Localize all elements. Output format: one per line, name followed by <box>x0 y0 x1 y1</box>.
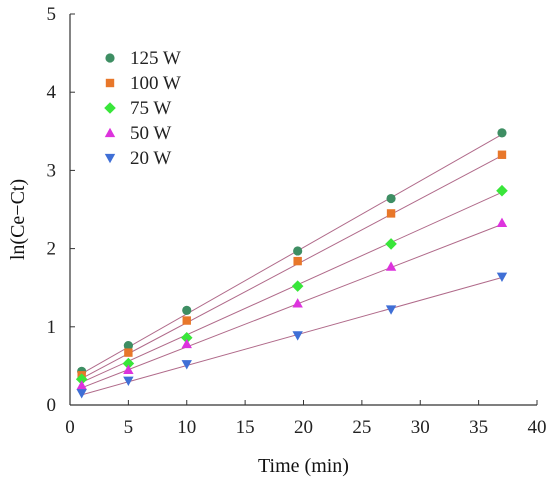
x-tick-label: 35 <box>469 417 488 438</box>
data-point-series-4 <box>385 305 397 315</box>
fit-line-series-3 <box>81 223 503 389</box>
legend-label: 20 W <box>130 148 171 169</box>
data-point-series-2 <box>291 280 304 292</box>
data-point-series-2 <box>75 373 88 385</box>
legend-marker-series-3 <box>104 127 116 138</box>
fit-line-series-1 <box>81 155 503 379</box>
y-tick-label: 5 <box>47 4 57 25</box>
data-point-series-0 <box>497 128 507 138</box>
fit-line-series-4 <box>81 277 503 396</box>
data-point-series-3 <box>385 261 397 271</box>
data-point-series-0 <box>182 305 192 315</box>
x-tick-label: 15 <box>236 417 255 438</box>
y-tick-label: 4 <box>47 82 57 103</box>
legend-label: 100 W <box>130 73 181 94</box>
fit-lines <box>81 133 503 396</box>
x-tick-label: 40 <box>528 417 547 438</box>
data-point-series-4 <box>496 272 508 282</box>
data-point-series-0 <box>386 193 396 204</box>
legend-label: 75 W <box>130 98 171 119</box>
data-point-series-1 <box>293 256 302 266</box>
data-point-series-4 <box>181 360 192 370</box>
y-tick-label: 3 <box>47 160 57 181</box>
legend-marker-series-1 <box>105 78 115 88</box>
data-point-series-3 <box>292 298 303 308</box>
y-tick-label: 0 <box>47 395 57 416</box>
data-point-series-2 <box>122 357 135 370</box>
data-point-series-4 <box>123 376 134 386</box>
data-point-series-2 <box>496 184 508 197</box>
y-tick-label: 2 <box>47 239 57 260</box>
data-point-series-3 <box>123 364 134 374</box>
y-axis-title: ln(Ce−Ct) <box>7 179 29 260</box>
legend-marker-series-2 <box>104 102 116 114</box>
x-tick-label: 5 <box>124 417 134 438</box>
data-point-series-0 <box>123 340 133 351</box>
x-tick-label: 10 <box>177 417 196 438</box>
data-point-series-3 <box>496 217 508 227</box>
data-point-series-4 <box>76 389 87 399</box>
data-point-series-1 <box>182 316 191 325</box>
y-tick-label: 1 <box>47 317 57 338</box>
data-point-series-3 <box>181 338 192 349</box>
legend-label: 50 W <box>130 123 171 144</box>
data-point-series-1 <box>497 150 507 159</box>
legend-marker-series-0 <box>105 53 115 63</box>
y-ticks: 0 1 2 3 4 5 <box>47 4 75 416</box>
fit-line-series-2 <box>81 191 503 383</box>
fit-line-series-0 <box>81 133 503 375</box>
data-point-series-2 <box>180 331 193 344</box>
x-tick-label: 20 <box>294 417 313 438</box>
x-axis-title: Time (min) <box>258 455 349 477</box>
data-point-series-0 <box>293 246 303 256</box>
x-ticks: 0 5 10 15 20 25 30 35 40 <box>65 400 547 438</box>
x-tick-label: 0 <box>65 417 75 438</box>
legend-label: 125 W <box>130 48 181 69</box>
data-points <box>75 128 508 399</box>
legend-marker-series-4 <box>104 153 116 164</box>
data-point-series-1 <box>124 348 133 357</box>
data-point-series-3 <box>76 380 87 390</box>
data-point-series-1 <box>386 209 396 218</box>
data-point-series-2 <box>385 238 397 250</box>
x-tick-label: 25 <box>352 417 371 438</box>
x-tick-label: 30 <box>411 417 430 438</box>
data-point-series-4 <box>292 331 303 341</box>
legend: 125 W 100 W 75 W 50 W 20 W <box>104 48 181 169</box>
